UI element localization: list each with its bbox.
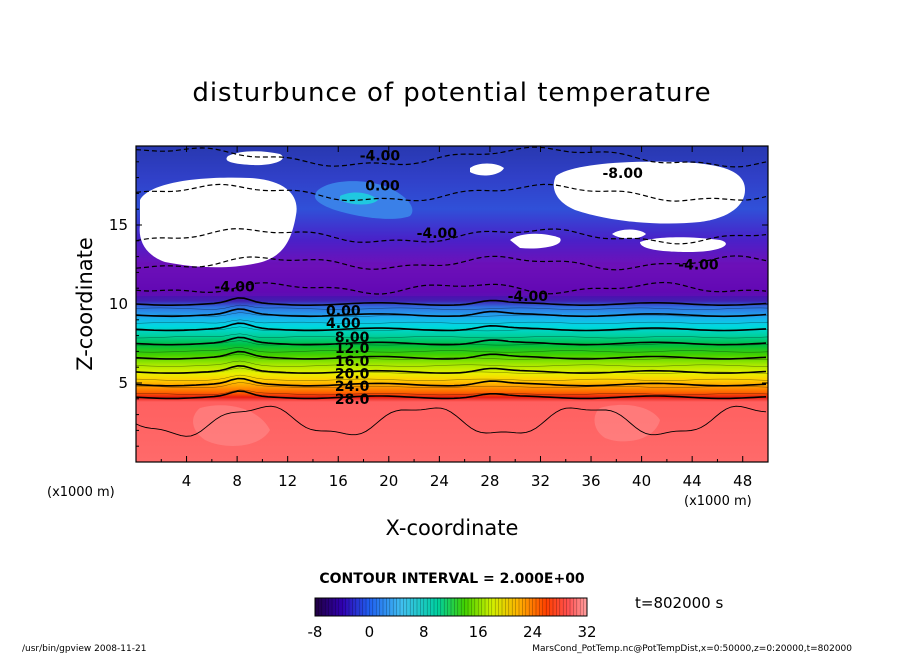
contour-minor-line	[136, 326, 768, 332]
blank-region-left	[139, 177, 297, 268]
colorbar: -8 0 8 16 24 32	[308, 597, 597, 641]
contour-label: -4.00	[678, 258, 719, 274]
contour-label: 8.00	[335, 330, 370, 346]
contour-label: 28.0	[335, 392, 370, 408]
x-axis: 4 8 12 16 20 24 28 32 36 40 44 48	[160, 146, 752, 490]
contour-lines	[136, 146, 768, 437]
x-tick-label: 32	[531, 472, 550, 490]
x-tick-label: 8	[232, 472, 242, 490]
colorbar-stripes	[318, 598, 584, 616]
contour-label: -8.00	[602, 166, 643, 182]
negative-contour-line	[136, 146, 767, 168]
x-unit-left: (x1000 m)	[47, 485, 115, 500]
x-tick-label: 36	[581, 472, 600, 490]
footer-right: MarsCond_PotTemp.nc@PotTempDist,x=0:5000…	[532, 644, 852, 654]
x-tick-label: 44	[683, 472, 702, 490]
colorbar-tick-label: 8	[419, 623, 429, 641]
contour-level-line	[136, 336, 767, 346]
contour-minor-line	[136, 367, 768, 374]
contour-label: 0.00	[326, 303, 361, 319]
lower-contour-line	[136, 405, 767, 437]
contour-level-line	[136, 297, 767, 306]
footer-left: /usr/bin/gpview 2008-11-21	[22, 644, 146, 654]
contour-interval: CONTOUR INTERVAL = 2.000E+00	[319, 571, 585, 587]
contour-label: 4.00	[326, 316, 361, 332]
blank-region-top2	[470, 163, 504, 176]
y-axis-label: Z-coordinate	[73, 237, 97, 371]
purple-band	[136, 262, 768, 296]
negative-contour-line	[136, 183, 767, 202]
colorbar-tick-label: 32	[577, 623, 596, 641]
x-tick-label: 12	[278, 472, 297, 490]
blank-region-mid	[510, 233, 561, 249]
contour-label: -4.00	[360, 148, 401, 164]
contour-minor-line	[136, 347, 768, 353]
x-tick-label: 24	[430, 472, 449, 490]
x-tick-label: 20	[379, 472, 398, 490]
time-label: t=802000 s	[635, 594, 723, 612]
core-inner	[340, 192, 378, 205]
colorbar-tick-label: -8	[308, 623, 323, 641]
contour-level-line	[136, 377, 767, 387]
x-unit-right: (x1000 m)	[684, 494, 752, 509]
negative-contour-line	[136, 255, 767, 271]
chart-title: disturbunce of potential temperature	[192, 78, 711, 108]
contour-label: 0.00	[365, 179, 400, 195]
contour-minor-line	[136, 304, 768, 310]
y-tick-label: 10	[109, 295, 128, 313]
contour-level-line	[136, 390, 767, 400]
x-tick-label: 16	[329, 472, 348, 490]
x-tick-label: 4	[182, 472, 192, 490]
colorbar-tick-label: 0	[365, 623, 375, 641]
contour-minor-line	[136, 382, 768, 388]
plot-area: -4.000.00-8.00-4.00-4.00-4.00-4.000.004.…	[136, 146, 768, 462]
x-tick-label: 40	[632, 472, 651, 490]
colorbar-tick-label: 16	[469, 623, 488, 641]
contour-label: 12.0	[335, 341, 370, 357]
contour-minor-line	[136, 374, 768, 381]
colorbar-ticks: -8 0 8 16 24 32	[308, 623, 597, 641]
contour-minor-line	[136, 353, 768, 360]
contour-minor-line	[136, 389, 768, 396]
contour-label: 20.0	[335, 367, 370, 383]
blank-region-right	[553, 161, 745, 224]
lower-patch	[193, 405, 270, 446]
contour-label: -4.00	[417, 226, 458, 242]
colorbar-gradient	[314, 597, 588, 617]
contour-labels: -4.000.00-8.00-4.00-4.00-4.00-4.000.004.…	[214, 148, 718, 407]
blank-region-mid2	[640, 237, 726, 252]
contour-minor-line	[136, 333, 768, 339]
y-tick-label: 5	[118, 374, 128, 392]
contour-label: 24.0	[335, 379, 370, 395]
contour-level-line	[136, 364, 767, 374]
contour-level-line	[136, 322, 767, 332]
colorbar-tick-label: 24	[523, 623, 542, 641]
x-tick-label: 48	[733, 472, 752, 490]
contour-label: -4.00	[214, 280, 255, 296]
contour-minor-line	[136, 340, 768, 346]
contour-label: -4.00	[508, 289, 549, 305]
x-tick-label: 28	[480, 472, 499, 490]
y-tick-label: 15	[109, 216, 128, 234]
contour-minor-line	[136, 312, 768, 317]
x-axis-label: X-coordinate	[386, 516, 519, 540]
contour-label: 16.0	[335, 354, 370, 370]
y-axis: 5 10 15	[109, 161, 768, 447]
blank-region-mid3	[612, 229, 646, 239]
negative-contour-line	[136, 228, 767, 245]
contour-minor-line	[136, 319, 768, 325]
contour-level-line	[136, 350, 767, 360]
contour-minor-line	[136, 360, 768, 367]
negative-contour-line	[136, 281, 767, 295]
